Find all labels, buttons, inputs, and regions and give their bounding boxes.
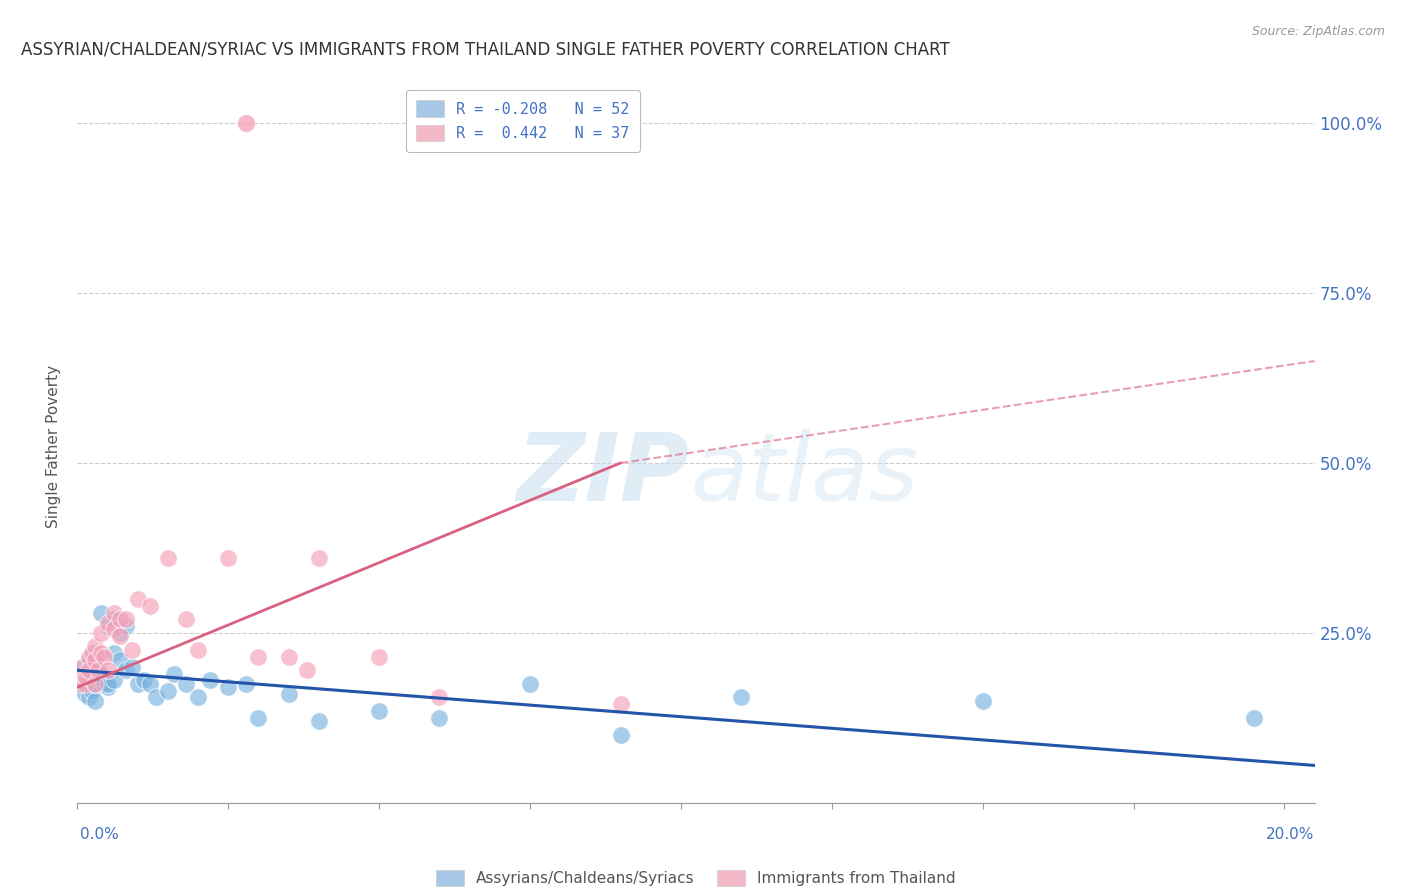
Point <box>84 694 107 708</box>
Point <box>84 646 107 660</box>
Point <box>187 690 209 705</box>
Point <box>519 677 541 691</box>
Point <box>235 677 257 691</box>
Point <box>972 694 994 708</box>
Point <box>84 670 107 684</box>
Point <box>609 728 631 742</box>
Y-axis label: Single Father Poverty: Single Father Poverty <box>46 365 62 527</box>
Point <box>93 649 115 664</box>
Text: 0.0%: 0.0% <box>80 827 120 841</box>
Point <box>187 643 209 657</box>
Point <box>79 673 101 688</box>
Point <box>368 649 391 664</box>
Point <box>79 653 101 667</box>
Point <box>174 612 197 626</box>
Point <box>247 711 270 725</box>
Point <box>90 626 112 640</box>
Point <box>96 615 118 630</box>
Point <box>198 673 221 688</box>
Point <box>79 690 101 705</box>
Point <box>87 663 110 677</box>
Point <box>609 698 631 712</box>
Point <box>90 606 112 620</box>
Point <box>308 551 330 566</box>
Point <box>121 643 143 657</box>
Point <box>429 690 451 705</box>
Point <box>103 646 125 660</box>
Point <box>84 653 107 667</box>
Point <box>217 680 239 694</box>
Point <box>103 612 125 626</box>
Point <box>217 551 239 566</box>
Text: atlas: atlas <box>690 429 918 520</box>
Point <box>70 666 93 681</box>
Point <box>96 680 118 694</box>
Point <box>87 663 110 677</box>
Point <box>127 591 149 606</box>
Point <box>103 606 125 620</box>
Text: ZIP: ZIP <box>517 428 690 521</box>
Point <box>72 660 94 674</box>
Point <box>79 649 101 664</box>
Point <box>96 677 118 691</box>
Point <box>90 670 112 684</box>
Point <box>114 619 136 633</box>
Point <box>108 612 131 626</box>
Point <box>308 714 330 729</box>
Point <box>114 663 136 677</box>
Point <box>79 663 101 677</box>
Point <box>69 677 91 691</box>
Point <box>82 646 104 660</box>
Point <box>73 677 96 691</box>
Point <box>235 116 257 130</box>
Point <box>108 629 131 643</box>
Point <box>1243 711 1265 725</box>
Text: 20.0%: 20.0% <box>1267 827 1315 841</box>
Point <box>295 663 318 677</box>
Legend: Assyrians/Chaldeans/Syriacs, Immigrants from Thailand: Assyrians/Chaldeans/Syriacs, Immigrants … <box>427 861 965 892</box>
Point <box>156 683 179 698</box>
Point <box>277 687 299 701</box>
Point <box>84 677 107 691</box>
Point <box>75 670 97 684</box>
Text: ASSYRIAN/CHALDEAN/SYRIAC VS IMMIGRANTS FROM THAILAND SINGLE FATHER POVERTY CORRE: ASSYRIAN/CHALDEAN/SYRIAC VS IMMIGRANTS F… <box>21 40 950 58</box>
Point <box>429 711 451 725</box>
Point <box>247 649 270 664</box>
Point <box>70 660 93 674</box>
Point <box>368 704 391 718</box>
Point <box>103 623 125 637</box>
Point <box>132 673 155 688</box>
Point <box>108 626 131 640</box>
Point <box>75 666 97 681</box>
Point <box>277 649 299 664</box>
Point <box>93 677 115 691</box>
Point <box>72 680 94 694</box>
Point <box>121 660 143 674</box>
Point <box>84 677 107 691</box>
Point <box>69 673 91 688</box>
Text: Source: ZipAtlas.com: Source: ZipAtlas.com <box>1251 25 1385 38</box>
Point <box>73 687 96 701</box>
Point <box>77 677 100 691</box>
Point <box>114 612 136 626</box>
Point <box>139 599 162 613</box>
Point <box>156 551 179 566</box>
Point <box>90 666 112 681</box>
Point <box>139 677 162 691</box>
Point <box>145 690 167 705</box>
Point <box>163 666 186 681</box>
Point <box>108 653 131 667</box>
Point <box>96 663 118 677</box>
Point <box>103 673 125 688</box>
Point <box>96 619 118 633</box>
Point <box>82 683 104 698</box>
Point <box>174 677 197 691</box>
Point <box>127 677 149 691</box>
Point <box>90 646 112 660</box>
Point <box>730 690 752 705</box>
Point <box>79 660 101 674</box>
Point <box>84 640 107 654</box>
